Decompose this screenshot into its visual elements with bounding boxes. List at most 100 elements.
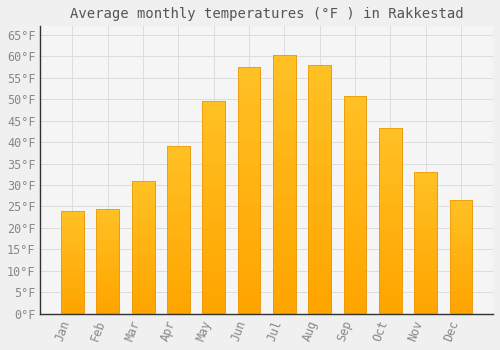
Bar — [132, 254, 154, 261]
Bar — [379, 304, 402, 314]
Bar — [379, 211, 402, 221]
Bar — [96, 235, 119, 240]
Bar — [344, 194, 366, 205]
Bar — [450, 223, 472, 229]
Bar — [273, 197, 296, 210]
Bar — [308, 90, 331, 103]
Bar — [273, 146, 296, 159]
Bar — [308, 264, 331, 276]
Bar — [308, 189, 331, 202]
Bar — [238, 66, 260, 314]
Bar — [344, 172, 366, 183]
Bar — [132, 267, 154, 274]
Bar — [379, 128, 402, 314]
Bar — [132, 194, 154, 201]
Bar — [308, 127, 331, 140]
Bar — [273, 249, 296, 262]
Bar — [96, 308, 119, 314]
Bar — [273, 275, 296, 288]
Bar — [167, 180, 190, 188]
Bar — [273, 288, 296, 301]
Bar — [344, 183, 366, 194]
Bar — [273, 301, 296, 314]
Bar — [308, 140, 331, 152]
Bar — [308, 65, 331, 314]
Bar — [344, 227, 366, 238]
Bar — [379, 286, 402, 295]
Bar — [450, 240, 472, 246]
Bar — [379, 230, 402, 239]
Bar — [202, 218, 225, 229]
Bar — [238, 239, 260, 252]
Bar — [167, 247, 190, 255]
Bar — [414, 278, 437, 285]
Bar — [344, 238, 366, 248]
Bar — [238, 153, 260, 166]
Bar — [202, 133, 225, 144]
Bar — [344, 248, 366, 259]
Bar — [167, 280, 190, 288]
Bar — [167, 205, 190, 213]
Bar — [379, 295, 402, 304]
Bar — [379, 258, 402, 267]
Bar — [238, 203, 260, 215]
Bar — [379, 165, 402, 174]
Bar — [414, 179, 437, 186]
Bar — [61, 247, 84, 252]
Bar — [379, 147, 402, 156]
Bar — [238, 116, 260, 128]
Bar — [273, 159, 296, 172]
Bar — [132, 234, 154, 241]
Bar — [132, 181, 154, 314]
Bar — [273, 55, 296, 314]
Bar — [308, 227, 331, 239]
Bar — [450, 291, 472, 297]
Bar — [96, 282, 119, 287]
Bar — [202, 239, 225, 250]
Bar — [238, 128, 260, 141]
Bar — [414, 236, 437, 243]
Bar — [202, 260, 225, 271]
Bar — [96, 303, 119, 308]
Bar — [450, 229, 472, 234]
Bar — [202, 122, 225, 133]
Bar — [308, 214, 331, 227]
Bar — [450, 246, 472, 251]
Bar — [96, 209, 119, 314]
Bar — [238, 252, 260, 264]
Bar — [202, 175, 225, 186]
Bar — [202, 101, 225, 112]
Bar — [61, 211, 84, 216]
Bar — [238, 79, 260, 91]
Bar — [202, 101, 225, 314]
Bar — [414, 264, 437, 271]
Bar — [308, 103, 331, 115]
Bar — [414, 200, 437, 207]
Bar — [379, 174, 402, 184]
Bar — [96, 272, 119, 277]
Bar — [61, 222, 84, 226]
Bar — [414, 222, 437, 229]
Bar — [344, 140, 366, 150]
Bar — [308, 115, 331, 127]
Bar — [96, 209, 119, 214]
Bar — [414, 172, 437, 179]
Bar — [61, 267, 84, 273]
Bar — [238, 104, 260, 116]
Bar — [202, 165, 225, 175]
Bar — [167, 230, 190, 238]
Bar — [414, 250, 437, 257]
Bar — [450, 234, 472, 240]
Bar — [132, 201, 154, 208]
Bar — [344, 303, 366, 314]
Bar — [61, 226, 84, 232]
Bar — [61, 262, 84, 267]
Bar — [450, 297, 472, 302]
Bar — [238, 190, 260, 203]
Bar — [132, 261, 154, 267]
Bar — [202, 186, 225, 197]
Bar — [238, 289, 260, 301]
Bar — [202, 292, 225, 303]
Bar — [379, 156, 402, 165]
Bar — [308, 65, 331, 78]
